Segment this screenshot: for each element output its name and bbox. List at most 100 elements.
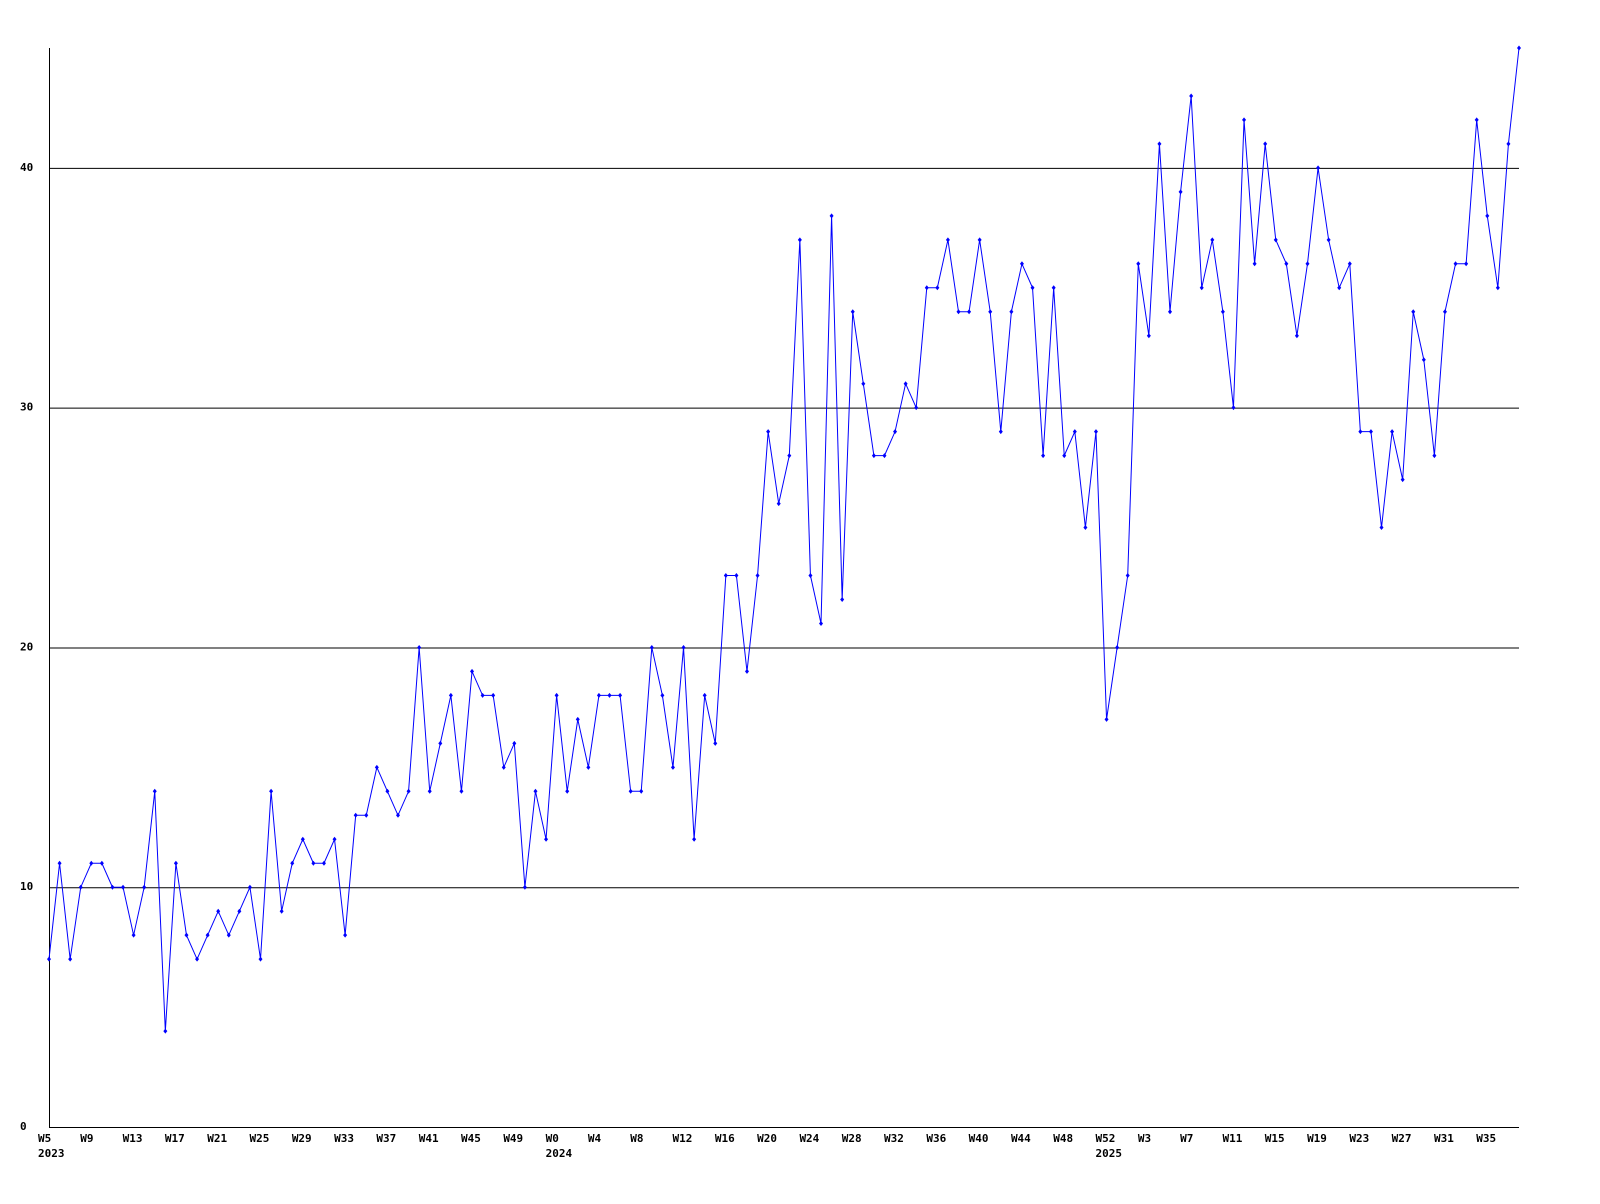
x-tick-label: W19 xyxy=(1307,1132,1327,1145)
data-point xyxy=(1432,453,1437,459)
data-point xyxy=(787,453,792,459)
data-point xyxy=(755,573,760,579)
data-point xyxy=(1400,477,1405,483)
x-tick-label: W24 xyxy=(799,1132,819,1145)
data-point xyxy=(744,668,749,674)
data-point xyxy=(226,932,231,938)
data-point xyxy=(1411,309,1416,315)
data-point xyxy=(1517,45,1521,51)
x-year-label: 2024 xyxy=(546,1147,573,1160)
data-point xyxy=(1168,309,1173,315)
data-point xyxy=(417,644,422,650)
x-tick-label: W52 xyxy=(1096,1132,1116,1145)
data-point xyxy=(575,716,580,722)
data-point xyxy=(68,956,73,962)
x-tick-label: W13 xyxy=(123,1132,143,1145)
data-point xyxy=(1252,261,1257,267)
x-tick-label: W48 xyxy=(1053,1132,1073,1145)
data-line xyxy=(48,47,1520,1032)
data-point xyxy=(998,429,1003,435)
data-point xyxy=(1495,285,1500,291)
data-point xyxy=(290,860,295,866)
data-point xyxy=(406,788,411,794)
data-point xyxy=(1453,261,1458,267)
data-point xyxy=(533,788,538,794)
data-point xyxy=(385,788,390,794)
data-point xyxy=(702,692,707,698)
data-point xyxy=(776,501,781,507)
data-point xyxy=(840,596,845,602)
x-tick-label: W35 xyxy=(1476,1132,1496,1145)
data-point xyxy=(237,908,242,914)
x-tick-label: W23 xyxy=(1349,1132,1369,1145)
data-point xyxy=(850,309,855,315)
data-point xyxy=(152,788,157,794)
data-point xyxy=(173,860,178,866)
data-point xyxy=(639,788,644,794)
data-point xyxy=(903,381,908,387)
data-point xyxy=(57,860,62,866)
data-point xyxy=(195,956,200,962)
data-point xyxy=(893,429,898,435)
data-point xyxy=(819,620,824,626)
x-tick-label: W28 xyxy=(842,1132,862,1145)
data-point xyxy=(1421,357,1426,363)
data-point xyxy=(332,836,337,842)
data-point xyxy=(1093,429,1098,435)
data-point xyxy=(1305,261,1310,267)
data-point xyxy=(470,668,475,674)
data-point xyxy=(1263,141,1268,147)
data-point xyxy=(1442,309,1447,315)
x-tick-label: W41 xyxy=(419,1132,439,1145)
data-point xyxy=(258,956,263,962)
data-point xyxy=(1242,117,1247,123)
data-point xyxy=(184,932,189,938)
data-point xyxy=(649,644,654,650)
data-point xyxy=(1146,333,1151,339)
data-point xyxy=(692,836,697,842)
data-point xyxy=(882,453,887,459)
data-point xyxy=(808,573,813,579)
data-point xyxy=(1231,405,1236,411)
data-point xyxy=(1136,261,1141,267)
x-tick-label: W17 xyxy=(165,1132,185,1145)
x-tick-label: W0 xyxy=(546,1132,559,1145)
x-tick-label: W25 xyxy=(250,1132,270,1145)
data-point xyxy=(565,788,570,794)
data-point xyxy=(1199,285,1204,291)
data-point xyxy=(723,573,728,579)
data-point xyxy=(247,884,252,890)
data-point xyxy=(1337,285,1342,291)
x-tick-label: W4 xyxy=(588,1132,602,1145)
data-point xyxy=(1506,141,1511,147)
x-tick-label: W16 xyxy=(715,1132,735,1145)
data-point xyxy=(977,237,982,243)
data-point xyxy=(670,764,675,770)
data-point xyxy=(121,884,126,890)
data-point xyxy=(829,213,834,219)
data-point xyxy=(1379,525,1384,531)
data-point xyxy=(1273,237,1278,243)
data-point xyxy=(205,932,210,938)
data-point xyxy=(544,836,549,842)
x-tick-label: W15 xyxy=(1265,1132,1285,1145)
data-point xyxy=(660,692,665,698)
data-point xyxy=(1464,261,1469,267)
data-point xyxy=(269,788,274,794)
data-point xyxy=(871,453,876,459)
data-point xyxy=(438,740,443,746)
data-point xyxy=(448,692,453,698)
data-point xyxy=(1072,429,1077,435)
x-tick-label: W37 xyxy=(376,1132,396,1145)
data-point xyxy=(512,740,517,746)
data-point xyxy=(586,764,591,770)
x-tick-label: W32 xyxy=(884,1132,904,1145)
data-point xyxy=(1030,285,1035,291)
data-point xyxy=(163,1028,168,1034)
data-point xyxy=(554,692,559,698)
x-tick-label: W20 xyxy=(757,1132,777,1145)
x-tick-label: W31 xyxy=(1434,1132,1454,1145)
data-point xyxy=(945,237,950,243)
data-point xyxy=(343,932,348,938)
